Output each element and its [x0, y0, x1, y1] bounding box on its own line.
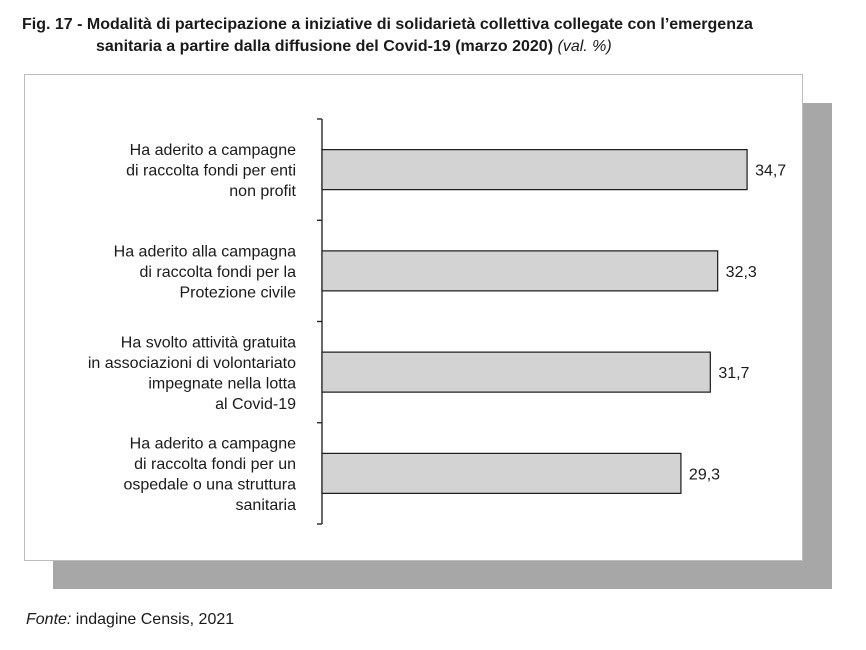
source-label: Fonte:	[26, 611, 72, 628]
category-label: di raccolta fondi per la	[139, 264, 296, 281]
chart-panel: 34,7 Ha aderito a campagne di raccolta fon…	[24, 74, 803, 561]
bar-value-label: 32,3	[726, 264, 757, 281]
category-label: Ha svolto attività gratuita	[121, 334, 296, 351]
category-label: ospedale o una struttura	[123, 477, 296, 494]
category-label: Protezione civile	[180, 284, 297, 301]
bar	[321, 149, 748, 191]
figure-title-line2: sanitaria a partire dalla diffusione del…	[96, 38, 554, 55]
category-label: impegnate nella lotta	[148, 375, 296, 392]
bar	[321, 452, 682, 494]
figure-unit: (val. %)	[557, 38, 612, 55]
category-label: Ha aderito a campagne	[130, 142, 296, 159]
bar	[321, 351, 711, 393]
figure-title-line2-wrap: sanitaria a partire dalla diffusione del…	[22, 36, 852, 58]
bar-chart: 34,7 Ha aderito a campagne di raccolta fon…	[88, 118, 786, 525]
bar-value-label: 34,7	[755, 163, 786, 180]
category-label: Ha aderito a campagne	[130, 436, 296, 453]
category-label: Ha aderito alla campagna	[114, 243, 296, 260]
category-label: sanitaria	[236, 497, 297, 514]
figure-title: Fig. 17 - Modalità di partecipazione a i…	[22, 14, 852, 58]
source-text: indagine Censis, 2021	[71, 611, 235, 628]
category-label: di raccolta fondi per enti	[126, 163, 296, 180]
bar-value-label: 29,3	[689, 466, 720, 483]
category-label: non profit	[229, 183, 296, 200]
category-label: in associazioni di volontariato	[88, 355, 296, 372]
category-label: al Covid-19	[215, 396, 296, 413]
bar	[321, 250, 719, 292]
figure-title-line1: Fig. 17 - Modalità di partecipazione a i…	[22, 16, 753, 33]
source-note: Fonte: indagine Censis, 2021	[26, 610, 234, 630]
category-label: di raccolta fondi per un	[134, 456, 296, 473]
bar-value-label: 31,7	[718, 365, 749, 382]
